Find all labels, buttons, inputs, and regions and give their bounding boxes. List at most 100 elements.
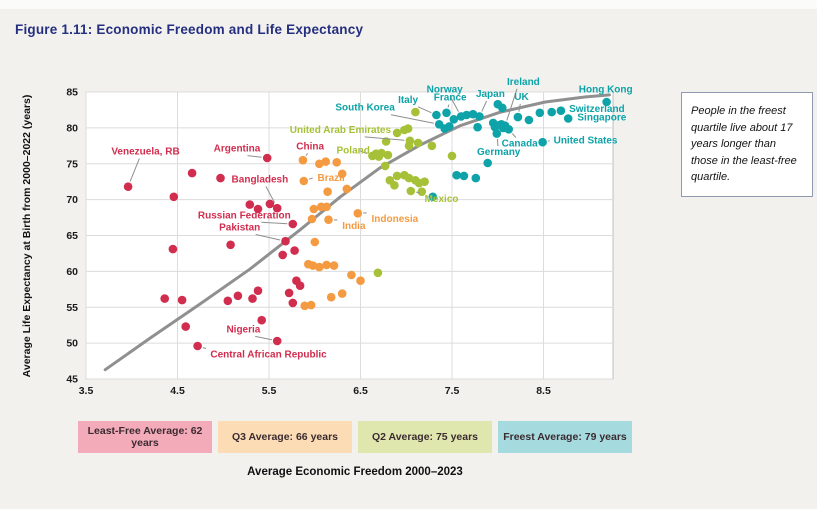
leader-line (511, 133, 517, 138)
data-point-q3 (322, 202, 331, 212)
data-point-q3 (324, 215, 333, 224)
data-point-q3 (322, 260, 331, 270)
data-point-freest (475, 112, 484, 121)
data-point-freest (445, 122, 454, 131)
data-point-least_free (262, 153, 272, 163)
data-point-least_free (253, 204, 263, 214)
data-point-q2 (420, 177, 429, 186)
data-point-freest (556, 106, 566, 115)
country-label-germany: Germany (477, 147, 521, 158)
country-label-hong-kong: Hong Kong (579, 85, 633, 96)
leader-line (255, 234, 281, 241)
data-point-q2 (373, 268, 383, 278)
country-label-uk: UK (514, 92, 529, 103)
data-point-least_free (248, 294, 257, 303)
legend-freest: Freest Average: 79 years (498, 421, 632, 453)
x-tick-label: 7.5 (445, 385, 460, 397)
leader-line (255, 335, 272, 341)
note-panel: People in the freest quartile live about… (681, 92, 813, 197)
data-point-q3 (310, 237, 320, 247)
data-point-least_free (295, 281, 305, 290)
data-point-freest (473, 122, 482, 132)
data-point-least_free (168, 244, 178, 254)
data-point-freest (538, 137, 547, 147)
x-tick-label: 4.5 (170, 385, 185, 397)
data-point-least_free (193, 341, 202, 351)
data-point-freest (547, 107, 556, 117)
data-point-freest (498, 103, 507, 113)
data-point-least_free (253, 286, 263, 295)
leader-line (481, 100, 488, 112)
data-point-q2 (413, 138, 423, 148)
country-label-south-korea: South Korea (335, 103, 395, 114)
quartile-legend: Least-Free Average: 62 years Q3 Average:… (78, 421, 632, 453)
data-point-freest (563, 114, 573, 123)
country-label-indonesia: Indonesia (372, 214, 419, 225)
leader-line (247, 155, 262, 158)
data-point-least_free (187, 168, 197, 178)
data-point-least_free (245, 200, 255, 209)
data-point-q2 (390, 181, 399, 190)
leader-line (447, 104, 450, 108)
x-axis-title: Average Economic Freedom 2000–2023 (247, 466, 463, 478)
leader-line (506, 88, 518, 121)
leader-line (308, 177, 313, 180)
x-tick-label: 5.5 (262, 385, 277, 397)
data-point-least_free (257, 315, 267, 325)
data-point-q2 (427, 141, 437, 151)
data-point-q2 (392, 171, 402, 181)
data-point-least_free (288, 219, 298, 229)
data-point-least_free (216, 173, 225, 183)
country-label-switzerland: Switzerland (569, 104, 625, 115)
data-point-q3 (342, 184, 352, 194)
data-point-q2 (403, 124, 413, 133)
data-point-least_free (290, 246, 299, 255)
data-point-q3 (323, 187, 332, 196)
data-point-freest (449, 115, 459, 124)
data-point-q3 (307, 214, 317, 224)
leader-line (496, 139, 499, 147)
country-label-mexico: Mexico (425, 194, 459, 205)
y-axis-title: Average Life Expectancy at Birth from 20… (21, 95, 33, 378)
y-tick-label: 55 (66, 302, 78, 314)
data-point-q2 (447, 151, 457, 161)
data-point-q3 (332, 158, 342, 167)
data-point-least_free (181, 322, 190, 331)
country-label-poland: Poland (337, 146, 370, 157)
data-point-least_free (284, 288, 294, 298)
y-tick-label: 65 (66, 230, 78, 242)
data-point-least_free (233, 291, 243, 301)
leader-line (364, 136, 405, 141)
data-point-least_free (123, 182, 133, 191)
data-point-least_free (226, 240, 235, 250)
data-point-least_free (177, 295, 187, 305)
country-label-united-arab-emirates: United Arab Emirates (290, 125, 392, 136)
data-point-q2 (411, 107, 420, 117)
data-point-least_free (272, 203, 282, 213)
country-label-norway: Norway (427, 85, 464, 96)
country-label-united-states: United States (554, 136, 618, 147)
leader-line (265, 186, 276, 203)
data-point-q2 (404, 141, 414, 151)
x-tick-label: 6.5 (353, 385, 368, 397)
legend-q3: Q3 Average: 66 years (218, 421, 352, 453)
data-point-q2 (406, 186, 416, 196)
y-tick-label: 80 (66, 122, 78, 134)
y-tick-label: 85 (66, 87, 78, 99)
country-label-venezuela-rb: Venezuela, RB (111, 146, 179, 157)
data-point-freest (504, 125, 513, 134)
y-tick-label: 70 (66, 194, 78, 206)
data-point-q3 (337, 169, 347, 179)
country-label-argentina: Argentina (214, 144, 261, 155)
leader-line (305, 153, 309, 156)
data-point-q3 (326, 292, 336, 302)
data-point-q3 (298, 155, 308, 165)
y-tick-label: 45 (66, 374, 78, 386)
country-label-india: India (342, 221, 366, 232)
data-point-freest (602, 97, 611, 107)
country-label-russian-federation: Russian Federation (198, 210, 291, 221)
leader-line (390, 114, 434, 124)
country-label-bangladesh: Bangladesh (232, 174, 289, 185)
y-tick-label: 50 (66, 338, 78, 350)
